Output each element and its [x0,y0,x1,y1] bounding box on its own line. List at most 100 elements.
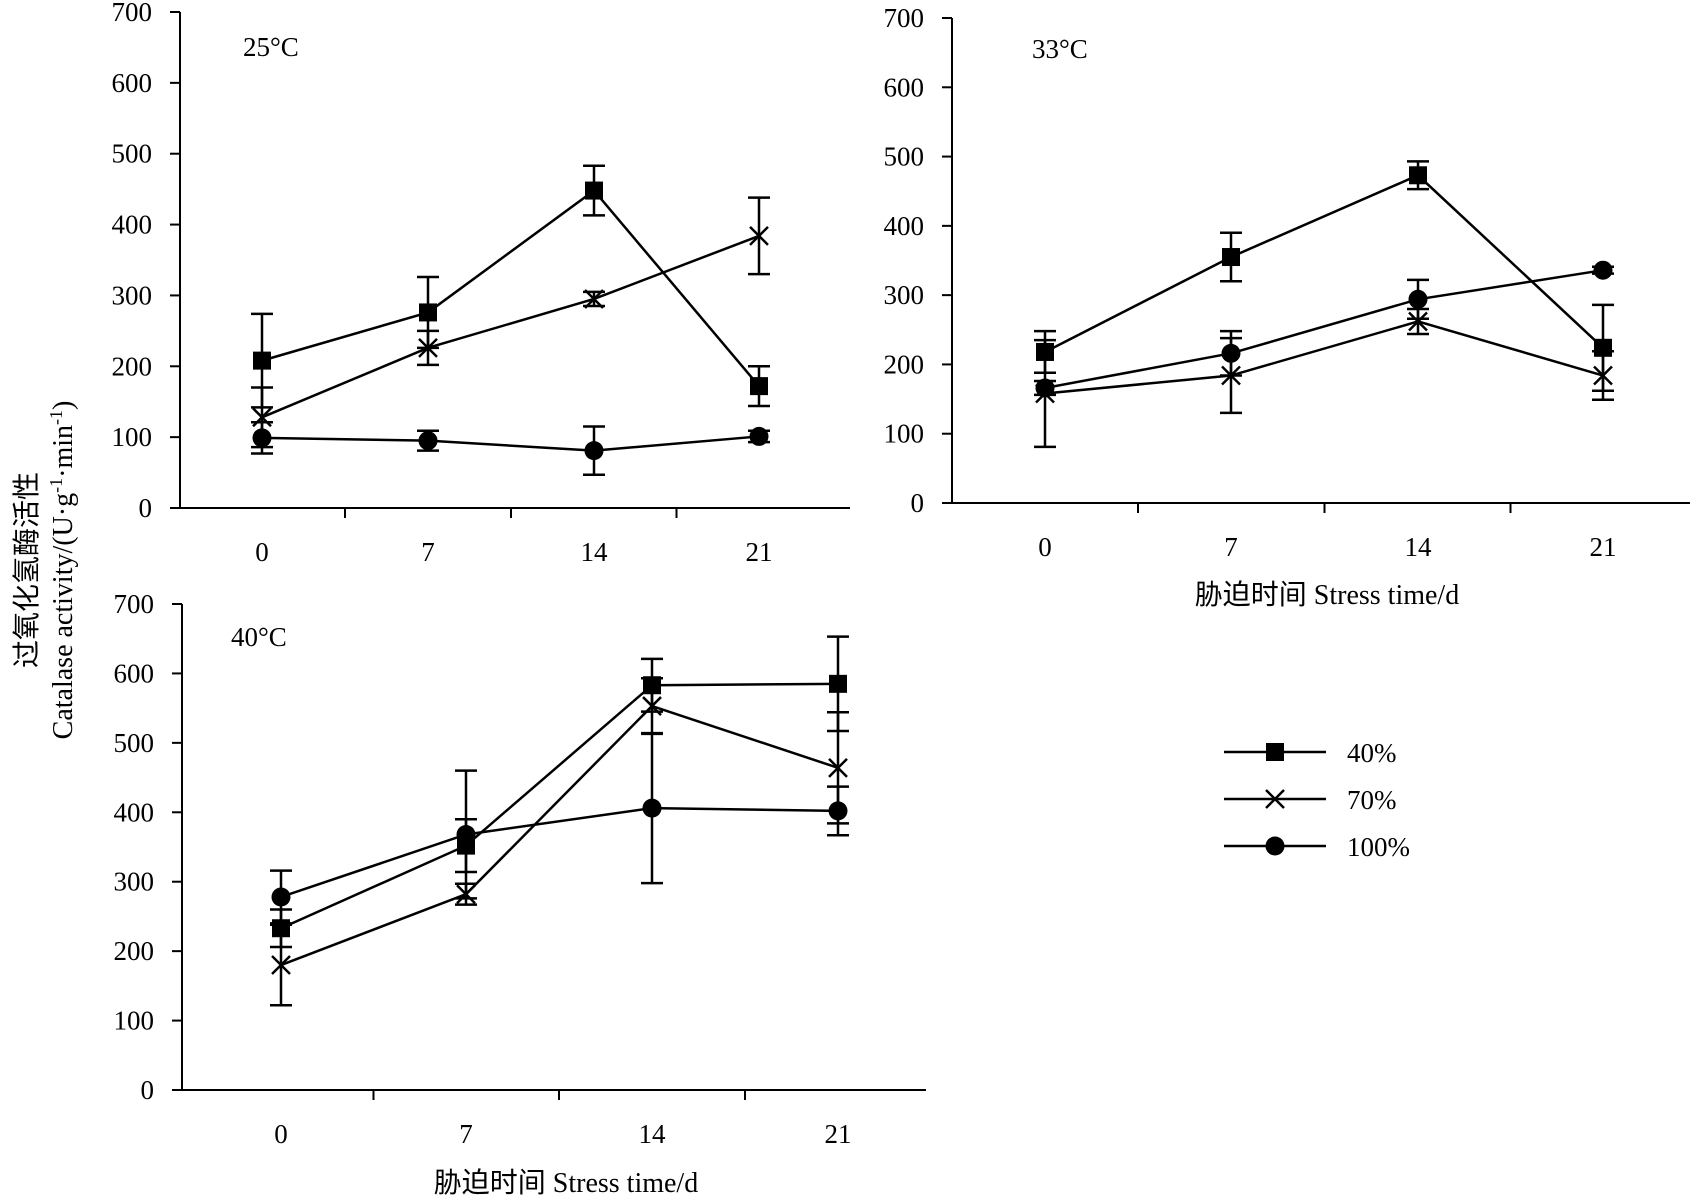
legend: 40% 70% 100% [1224,738,1410,862]
data-point-square [253,351,271,370]
x-tick-label: 21 [746,537,773,567]
data-point-cross [271,955,291,975]
data-point-circle [1408,289,1428,309]
data-point-cross [584,289,604,309]
data-point-circle [271,887,291,907]
data-point-circle [584,441,604,461]
legend-marker-circle [1265,836,1285,856]
x-tick-label: 14 [1405,532,1433,562]
series-100pct-40c [270,731,849,925]
data-point-circle [1221,343,1241,363]
series-line [280,682,839,930]
y-tick-label: 400 [884,211,925,241]
series-line [261,234,760,419]
y-tick-label: 700 [884,3,925,33]
data-point-circle [1035,378,1055,398]
x-tick-label: 7 [421,537,435,567]
data-point-circle [456,825,476,845]
legend-marker-cross [1265,789,1285,809]
y-tick-label: 100 [112,422,153,452]
x-tick-label: 7 [1224,532,1238,562]
y-tick-label: 100 [114,1006,155,1036]
legend-label: 70% [1347,785,1397,815]
y-tick-label: 200 [112,351,153,381]
y-tick-label: 0 [141,1075,155,1105]
y-tick-label: 0 [139,493,153,523]
y-tick-label: 500 [884,142,925,172]
series-100pct-25c [251,421,770,476]
x-tick-label: 7 [459,1119,473,1149]
data-point-circle [252,428,272,448]
y-tick-label: 600 [112,68,153,98]
panel-title-40c: 40°C [231,622,287,652]
series-40pct-33c [1034,160,1614,393]
panel-40c: 40°C 0 100 200 300 400 500 600 700 0 7 14 21 [114,589,926,1149]
panel-title-33c: 33°C [1032,34,1088,64]
data-point-cross [418,337,438,358]
x-axis-title-33c: 胁迫时间 Stress time/d [1195,579,1459,611]
y-tick-label: 400 [112,210,153,240]
data-point-cross [749,226,769,246]
y-tick-label: 400 [114,797,155,827]
x-tick-label: 21 [1590,532,1617,562]
y-axis-title: 过氧化氢酶活性 Catalase activity/(U·g-1·min-1) [11,401,79,740]
x-tick-label: 14 [581,537,609,567]
data-point-square [585,181,603,200]
y-tick-label: 0 [911,488,925,518]
y-tick-label: 500 [112,139,153,169]
x-axis-title-40c: 胁迫时间 Stress time/d [434,1167,698,1198]
y-tick-label: 100 [884,419,925,449]
series-line [1044,268,1604,390]
data-point-square [1222,248,1240,267]
series-70pct-40c [270,677,849,1007]
y-tick-label: 600 [114,658,155,688]
legend-marker-square [1266,743,1284,761]
x-tick-label: 0 [274,1119,288,1149]
series-40pct-25c [251,164,770,409]
legend-item: 40% [1224,738,1397,768]
series-70pct-25c [251,196,770,449]
series-line [280,806,839,899]
y-tick-label: 600 [884,72,925,102]
data-point-circle [749,426,769,446]
legend-item: 100% [1224,832,1410,862]
data-point-circle [642,798,662,818]
data-point-circle [1593,260,1613,280]
panel-33c: 33°C 0 100 200 300 400 500 600 700 0 7 14 21 [884,3,1690,562]
y-axis-title-cn: 过氧化氢酶活性 [11,472,43,668]
legend-item: 70% [1224,785,1397,815]
y-axis-title-en: Catalase activity/(U·g-1·min-1) [46,401,79,740]
series-100pct-33c [1034,260,1614,398]
x-tick-label: 0 [255,537,269,567]
data-point-square [1409,166,1427,185]
data-point-square [829,674,847,693]
panel-title-25c: 25°C [243,32,299,62]
legend-label: 100% [1347,832,1410,862]
y-tick-label: 500 [114,728,155,758]
y-tick-label: 300 [112,280,153,310]
panel-25c: 25°C 0 100 200 300 400 500 600 700 0 7 14 21 [112,0,850,567]
y-tick-label: 300 [884,280,925,310]
data-point-circle [828,801,848,821]
y-tick-label: 700 [112,0,153,27]
data-point-cross [1593,365,1613,386]
x-tick-label: 21 [825,1119,852,1149]
series-40pct-40c [270,635,849,949]
data-point-square [419,303,437,322]
data-point-square [750,377,768,396]
series-line [261,188,760,387]
series-line [280,704,839,967]
x-tick-label: 14 [639,1119,667,1149]
series-line [1044,173,1604,354]
y-tick-label: 200 [884,349,925,379]
data-point-cross [1408,311,1428,332]
series-line [1044,320,1604,395]
x-tick-label: 0 [1038,532,1052,562]
series-70pct-33c [1034,307,1614,449]
y-tick-label: 300 [114,867,155,897]
data-point-cross [642,696,662,716]
y-tick-label: 700 [114,589,155,619]
series-line [261,435,760,452]
data-point-circle [418,431,438,451]
